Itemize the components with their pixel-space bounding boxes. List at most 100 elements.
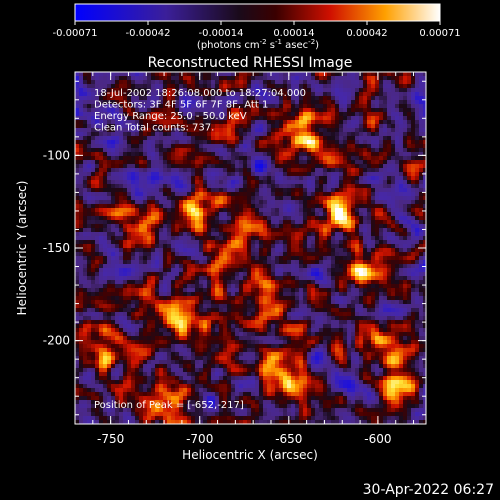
heatmap-cell bbox=[171, 152, 176, 157]
heatmap-cell bbox=[199, 120, 204, 125]
heatmap-cell bbox=[315, 144, 320, 149]
heatmap-cell bbox=[95, 132, 100, 137]
heatmap-cell bbox=[259, 208, 264, 213]
heatmap-cell bbox=[275, 120, 280, 125]
heatmap-cell bbox=[323, 172, 328, 177]
heatmap-cell bbox=[191, 208, 196, 213]
heatmap-cell bbox=[235, 168, 240, 173]
heatmap-cell bbox=[271, 236, 276, 241]
heatmap-cell bbox=[355, 164, 360, 169]
heatmap-cell bbox=[339, 120, 344, 125]
heatmap-cell bbox=[199, 292, 204, 297]
heatmap-cell bbox=[347, 288, 352, 293]
heatmap-cell bbox=[303, 152, 308, 157]
heatmap-cell bbox=[139, 168, 144, 173]
heatmap-cell bbox=[275, 224, 280, 229]
heatmap-cell bbox=[179, 164, 184, 169]
heatmap-cell bbox=[383, 92, 388, 97]
heatmap-cell bbox=[255, 160, 260, 165]
heatmap-cell bbox=[207, 160, 212, 165]
heatmap-cell bbox=[211, 128, 216, 133]
heatmap-cell bbox=[403, 280, 408, 285]
heatmap-cell bbox=[311, 120, 316, 125]
heatmap-cell bbox=[275, 136, 280, 141]
heatmap-cell bbox=[95, 204, 100, 209]
heatmap-cell bbox=[371, 280, 376, 285]
heatmap-cell bbox=[295, 76, 300, 81]
heatmap-cell bbox=[255, 152, 260, 157]
heatmap-cell bbox=[119, 108, 124, 113]
heatmap-cell bbox=[203, 212, 208, 217]
colorbar-tick-label: 0.00042 bbox=[346, 28, 387, 39]
heatmap-cell bbox=[367, 204, 372, 209]
heatmap-cell bbox=[143, 132, 148, 137]
heatmap-cell bbox=[287, 156, 292, 161]
heatmap-cell bbox=[411, 168, 416, 173]
heatmap-cell bbox=[315, 196, 320, 201]
heatmap-cell bbox=[139, 288, 144, 293]
heatmap-cell bbox=[171, 88, 176, 93]
heatmap-cell bbox=[327, 176, 332, 181]
heatmap-cell bbox=[151, 204, 156, 209]
heatmap-cell bbox=[131, 156, 136, 161]
heatmap-cell bbox=[183, 276, 188, 281]
heatmap-cell bbox=[355, 136, 360, 141]
heatmap-cell bbox=[147, 220, 152, 225]
heatmap-cell bbox=[279, 284, 284, 289]
heatmap-cell bbox=[179, 96, 184, 101]
heatmap-cell bbox=[135, 72, 140, 77]
heatmap-cell bbox=[287, 152, 292, 157]
heatmap-cell bbox=[155, 172, 160, 177]
heatmap-cell bbox=[191, 200, 196, 205]
heatmap-cell bbox=[159, 144, 164, 149]
heatmap-cell bbox=[79, 260, 84, 265]
heatmap-cell bbox=[359, 224, 364, 229]
heatmap-cell bbox=[271, 132, 276, 137]
heatmap-cell bbox=[207, 148, 212, 153]
heatmap-cell bbox=[363, 224, 368, 229]
heatmap-cell bbox=[359, 132, 364, 137]
heatmap-cell bbox=[327, 120, 332, 125]
heatmap-cell bbox=[291, 148, 296, 153]
heatmap-cell bbox=[107, 132, 112, 137]
heatmap-cell bbox=[139, 172, 144, 177]
heatmap-cell bbox=[355, 288, 360, 293]
heatmap-cell bbox=[411, 228, 416, 233]
heatmap-cell bbox=[223, 236, 228, 241]
heatmap-cell bbox=[179, 140, 184, 145]
heatmap-cell bbox=[91, 156, 96, 161]
heatmap-cell bbox=[395, 160, 400, 165]
heatmap-cell bbox=[263, 132, 268, 137]
heatmap-cell bbox=[263, 96, 268, 101]
heatmap-cell bbox=[315, 256, 320, 261]
heatmap-cell bbox=[83, 220, 88, 225]
heatmap-cell bbox=[235, 224, 240, 229]
heatmap-cell bbox=[283, 156, 288, 161]
heatmap-cell bbox=[111, 148, 116, 153]
heatmap-cell bbox=[175, 108, 180, 113]
heatmap-cell bbox=[95, 244, 100, 249]
heatmap-cell bbox=[115, 120, 120, 125]
heatmap-cell bbox=[331, 260, 336, 265]
heatmap-cell bbox=[155, 280, 160, 285]
heatmap-cell bbox=[247, 188, 252, 193]
heatmap-cell bbox=[355, 88, 360, 93]
heatmap-cell bbox=[127, 172, 132, 177]
heatmap-cell bbox=[383, 204, 388, 209]
heatmap-cell bbox=[395, 204, 400, 209]
heatmap-cell bbox=[275, 160, 280, 165]
heatmap-cell bbox=[103, 96, 108, 101]
heatmap-cell bbox=[423, 156, 426, 161]
heatmap-cell bbox=[203, 144, 208, 149]
heatmap-cell bbox=[95, 184, 100, 189]
heatmap-cell bbox=[95, 164, 100, 169]
heatmap-cell bbox=[207, 284, 212, 289]
heatmap-cell bbox=[275, 92, 280, 97]
heatmap-cell bbox=[191, 296, 196, 301]
heatmap-cell bbox=[271, 140, 276, 145]
heatmap-cell bbox=[155, 192, 160, 197]
heatmap-cell bbox=[267, 124, 272, 129]
heatmap-cell bbox=[315, 180, 320, 185]
heatmap-cell bbox=[307, 196, 312, 201]
heatmap-cell bbox=[331, 248, 336, 253]
